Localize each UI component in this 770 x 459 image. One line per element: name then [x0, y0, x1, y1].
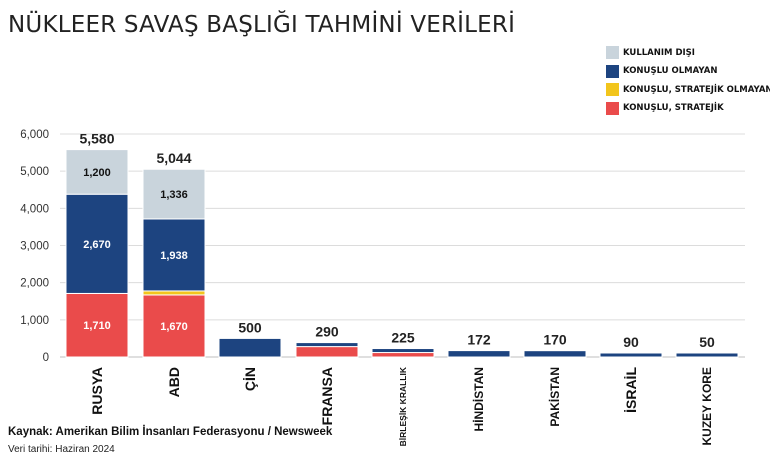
- category-label: RUSYA: [89, 367, 105, 415]
- bar-segment: [599, 352, 663, 358]
- category-label: ÇİN: [242, 367, 258, 391]
- y-tick-label: 3,000: [20, 241, 49, 253]
- legend-item: KULLANIM DIŞI: [606, 44, 770, 61]
- bar-segment: [675, 352, 739, 358]
- category-label: ABD: [166, 367, 182, 397]
- bar-segment: [142, 168, 206, 220]
- legend: KULLANIM DIŞI KONUŞLU OLMAYAN KONUŞLU, STR…: [606, 44, 770, 118]
- bar-segment: [142, 290, 206, 296]
- segment-value-label: 1,670: [160, 321, 188, 333]
- total-value-label: 50: [699, 334, 715, 350]
- legend-label: KONUŞLU OLMAYAN: [623, 66, 718, 76]
- y-tick-label: 6,000: [20, 129, 49, 141]
- segment-value-label: 1,336: [160, 189, 188, 201]
- legend-item: KONUŞLU, STRATEJİK: [606, 100, 770, 117]
- y-tick-label: 5,000: [20, 166, 49, 178]
- segment-value-label: 1,200: [83, 167, 111, 179]
- bar-segment: [142, 218, 206, 292]
- total-value-label: 225: [391, 330, 415, 346]
- category-label: PAKİSTAN: [547, 367, 562, 427]
- total-value-label: 172: [467, 332, 491, 348]
- category-label: FRANSA: [319, 367, 335, 425]
- bar-segment: [218, 337, 282, 358]
- bar-segment: [447, 350, 511, 358]
- bar-segment: [295, 346, 359, 358]
- segment-value-label: 1,938: [160, 250, 188, 262]
- legend-swatch: [606, 46, 619, 59]
- category-label: BİRLEŞİK KRALLIK: [398, 366, 408, 446]
- legend-swatch: [606, 64, 619, 78]
- chart-title: NÜKLEER SAVAŞ BAŞLIĞI TAHMİNİ VERİLERİ: [8, 12, 516, 38]
- bar-segment: [295, 342, 359, 348]
- segment-value-label: 2,670: [83, 239, 111, 251]
- total-value-label: 5,580: [79, 131, 114, 147]
- segment-value-label: 1,710: [83, 320, 111, 332]
- total-value-label: 90: [623, 334, 639, 350]
- bar-segment: [523, 350, 587, 358]
- bar-segment: [65, 149, 129, 195]
- y-tick-label: 1,000: [20, 315, 49, 327]
- category-label: İSRAİL: [623, 367, 639, 413]
- total-value-label: 500: [238, 319, 262, 335]
- bar-segment: [371, 352, 435, 358]
- legend-swatch: [606, 101, 619, 115]
- legend-swatch: [606, 83, 619, 96]
- category-label: KUZEY KORE: [700, 367, 714, 445]
- legend-label: KULLANIM DIŞI: [623, 47, 695, 58]
- bar-segment: [371, 348, 435, 354]
- legend-label: KONUŞLU, STRATEJİK: [623, 103, 724, 113]
- legend-label: KONUŞLU, STRATEJİK OLMAYAN: [623, 84, 770, 95]
- total-value-label: 290: [315, 324, 339, 340]
- y-tick-label: 4,000: [20, 203, 49, 215]
- source-note: Kaynak: Amerikan Bilim İnsanları Federas…: [8, 426, 333, 438]
- y-tick-label: 0: [43, 352, 49, 364]
- bar-segment: [142, 294, 206, 358]
- y-tick-label: 2,000: [20, 278, 49, 290]
- date-note: Veri tarihi: Haziran 2024: [8, 444, 115, 455]
- category-label: HİNDİSTAN: [471, 367, 486, 431]
- legend-item: KONUŞLU OLMAYAN: [606, 63, 770, 80]
- total-value-label: 170: [543, 332, 567, 348]
- total-value-label: 5,044: [156, 150, 191, 166]
- legend-item: KONUŞLU, STRATEJİK OLMAYAN: [606, 81, 770, 98]
